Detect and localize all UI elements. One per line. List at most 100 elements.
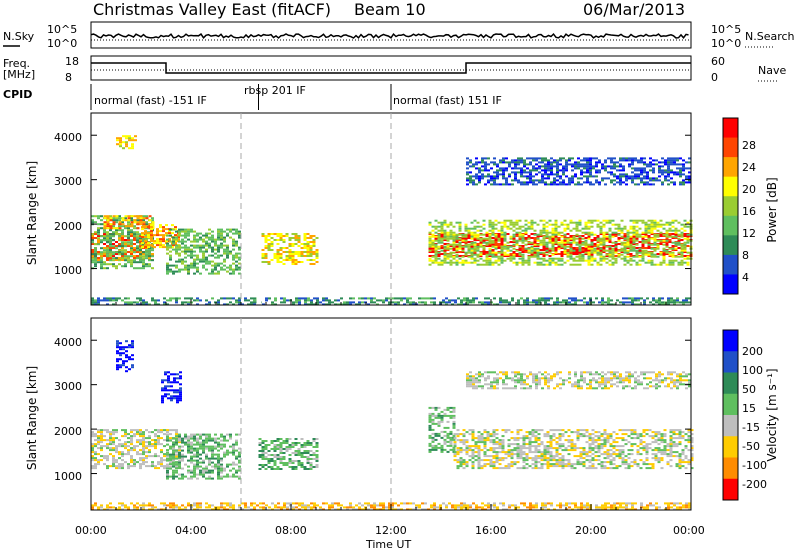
- power-cell-8: [563, 247, 567, 250]
- power-cell-8: [554, 219, 558, 222]
- power-cell-8: [662, 239, 666, 242]
- power-cell-10: [196, 297, 199, 300]
- power-cell-9: [637, 177, 640, 180]
- power-cell-9: [502, 175, 505, 178]
- power-cell-3: [131, 139, 134, 142]
- power-cell-10: [610, 299, 613, 302]
- power-cell-9: [595, 169, 598, 172]
- xtick-3: 12:00: [375, 524, 407, 537]
- power-cell-9: [493, 183, 496, 186]
- velocity-cell-0: [130, 457, 133, 460]
- power-cell-8: [437, 221, 441, 224]
- power-cell-10: [427, 297, 430, 300]
- power-cell-9: [640, 159, 643, 162]
- power-cell-2: [103, 225, 107, 228]
- power-cell-9: [673, 159, 676, 162]
- velocity-cell-5: [434, 432, 438, 435]
- power-cell-8: [647, 243, 651, 246]
- power-cell-6: [303, 239, 307, 241]
- power-cell-8: [440, 225, 444, 228]
- power-cell-5: [235, 230, 238, 233]
- velocity-cell-4: [285, 446, 289, 448]
- power-cell-8: [686, 251, 690, 254]
- power-cell-8: [443, 237, 447, 240]
- power-cell-8: [536, 239, 540, 242]
- power-cell-10: [430, 297, 433, 300]
- power-cell-1: [121, 243, 124, 246]
- power-cell-8: [599, 251, 603, 254]
- velocity-cell-0: [91, 435, 94, 438]
- power-cell-8: [572, 259, 576, 262]
- velocity-cell-3: [208, 433, 211, 436]
- power-cell-9: [673, 161, 676, 164]
- velocity-cell-3: [208, 439, 211, 442]
- power-cell-7: [464, 241, 468, 243]
- power-cell-9: [664, 161, 667, 164]
- velocity-cell-3: [199, 445, 202, 448]
- velocity-cell-4: [300, 444, 304, 446]
- power-cell-10: [634, 297, 637, 300]
- power-cell-8: [560, 221, 564, 224]
- power-cell-10: [91, 299, 94, 302]
- velocity-cell-1: [116, 340, 119, 343]
- power-cell-7: [596, 235, 600, 237]
- power-cell-8: [680, 235, 684, 238]
- power-cell-9: [565, 165, 568, 168]
- power-cell-9: [547, 183, 550, 186]
- velocity-cell-5: [440, 446, 444, 449]
- velocity-cell-0: [133, 435, 136, 438]
- power-cell-0: [112, 247, 115, 249]
- power-cell-5: [202, 234, 205, 237]
- power-cell-8: [515, 221, 519, 224]
- power-cell-1: [112, 217, 115, 220]
- power-cell-10: [682, 303, 685, 306]
- velocity-cell-0: [118, 465, 121, 468]
- velocity-cell-4: [261, 454, 265, 456]
- power-cell-5: [202, 246, 205, 249]
- velocity-cell-5: [440, 410, 444, 413]
- power-cell-6: [276, 261, 280, 263]
- velocity-ytick-3000: 3000: [54, 380, 82, 393]
- power-cell-7: [608, 239, 612, 241]
- velocity-cell-1: [116, 360, 119, 363]
- power-cell-7: [635, 237, 639, 239]
- velocity-cell-0: [97, 453, 100, 456]
- power-cell-8: [494, 235, 498, 238]
- power-cell-8: [539, 261, 543, 264]
- velocity-cell-4: [306, 442, 310, 444]
- power-cell-10: [340, 297, 343, 300]
- power-cell-1: [106, 263, 109, 266]
- velocity-cell-5: [431, 446, 435, 449]
- power-cell-8: [524, 261, 528, 264]
- power-cell-5: [211, 246, 214, 249]
- power-cell-7: [482, 253, 486, 255]
- power-cell-10: [532, 301, 535, 304]
- power-cell-8: [656, 247, 660, 250]
- velocity-cell-5: [428, 426, 432, 429]
- power-cell-9: [604, 177, 607, 180]
- velocity-cell-3: [220, 475, 223, 478]
- power-cell-9: [502, 171, 505, 174]
- velocity-cell-5: [446, 444, 450, 447]
- power-cell-8: [665, 223, 669, 226]
- power-cell-8: [497, 257, 501, 260]
- power-cell-1: [142, 255, 145, 258]
- velocity-cell-2: [170, 395, 173, 398]
- velocity-cell-4: [315, 454, 319, 456]
- power-cell-5: [199, 244, 202, 247]
- velocity-cell-3: [190, 433, 193, 436]
- power-cell-10: [412, 303, 415, 306]
- power-cell-5: [181, 262, 184, 265]
- power-cell-8: [653, 227, 657, 230]
- velocity-cell-0: [97, 437, 100, 440]
- power-cell-9: [499, 183, 502, 186]
- power-cell-6: [291, 259, 295, 261]
- power-cell-10: [472, 301, 475, 304]
- power-cell-8: [662, 227, 666, 230]
- power-cell-1: [145, 263, 148, 266]
- power-cell-8: [467, 229, 471, 232]
- power-cell-9: [568, 157, 571, 160]
- power-cell-8: [503, 251, 507, 254]
- velocity-cell-3: [187, 471, 190, 474]
